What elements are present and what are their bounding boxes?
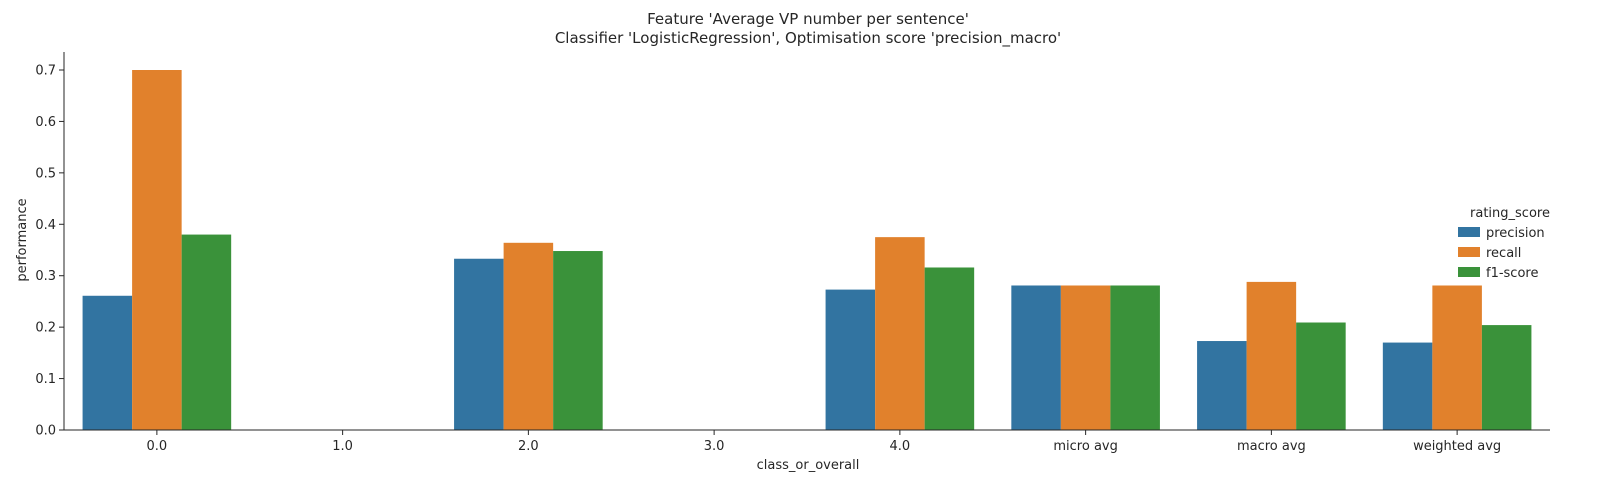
bar-precision-weighted-avg	[1382, 342, 1433, 430]
x-tick-label: micro avg	[1053, 439, 1117, 454]
y-tick-label: 0.5	[35, 166, 56, 181]
bar-precision-0.0	[82, 295, 133, 430]
legend-title: rating_score	[1470, 206, 1550, 221]
bar-f1-score-micro-avg	[1110, 285, 1160, 430]
legend-label-precision: precision	[1486, 226, 1545, 241]
y-tick-label: 0.2	[35, 321, 56, 336]
bar-f1-score-4.0	[924, 267, 975, 430]
x-tick-label: 1.0	[332, 439, 353, 454]
legend-swatch-recall	[1458, 247, 1480, 257]
bar-precision-micro-avg	[1011, 285, 1061, 430]
y-tick-label: 0.0	[35, 424, 56, 439]
x-tick-label: 3.0	[704, 439, 725, 454]
x-axis-label: class_or_overall	[757, 458, 860, 473]
y-tick-label: 0.4	[35, 218, 56, 233]
y-tick-label: 0.1	[35, 372, 56, 387]
x-tick-label: 2.0	[518, 439, 539, 454]
bar-recall-4.0	[875, 237, 925, 430]
bar-recall-macro-avg	[1246, 281, 1297, 430]
legend: rating_score precision recall f1-score	[1458, 206, 1550, 281]
y-axis-label: performance	[15, 198, 30, 281]
bar-f1-score-weighted-avg	[1481, 325, 1532, 430]
bar-f1-score-0.0	[181, 234, 232, 430]
legend-swatch-f1-score	[1458, 267, 1480, 277]
bar-f1-score-macro-avg	[1296, 322, 1346, 430]
bar-recall-weighted-avg	[1432, 285, 1482, 430]
bar-precision-macro-avg	[1197, 341, 1247, 430]
x-tick-label: 4.0	[890, 439, 911, 454]
bar-recall-micro-avg	[1060, 285, 1111, 430]
chart-title: Feature 'Average VP number per sentence'	[647, 10, 969, 28]
x-tick-label: 0.0	[147, 439, 168, 454]
x-tick-label: weighted avg	[1413, 439, 1501, 454]
bar-recall-0.0	[132, 70, 182, 430]
y-tick-label: 0.6	[35, 115, 56, 130]
bar-precision-4.0	[825, 289, 876, 430]
bar-recall-2.0	[503, 242, 554, 430]
x-tick-label: macro avg	[1237, 439, 1306, 454]
legend-label-recall: recall	[1486, 246, 1521, 261]
legend-label-f1-score: f1-score	[1486, 266, 1538, 281]
y-tick-label: 0.3	[35, 269, 56, 284]
bar-precision-2.0	[454, 258, 504, 430]
y-tick-label: 0.7	[35, 64, 56, 79]
chart-subtitle: Classifier 'LogisticRegression', Optimis…	[555, 29, 1061, 48]
bar-f1-score-2.0	[553, 251, 603, 430]
legend-swatch-precision	[1458, 227, 1480, 237]
